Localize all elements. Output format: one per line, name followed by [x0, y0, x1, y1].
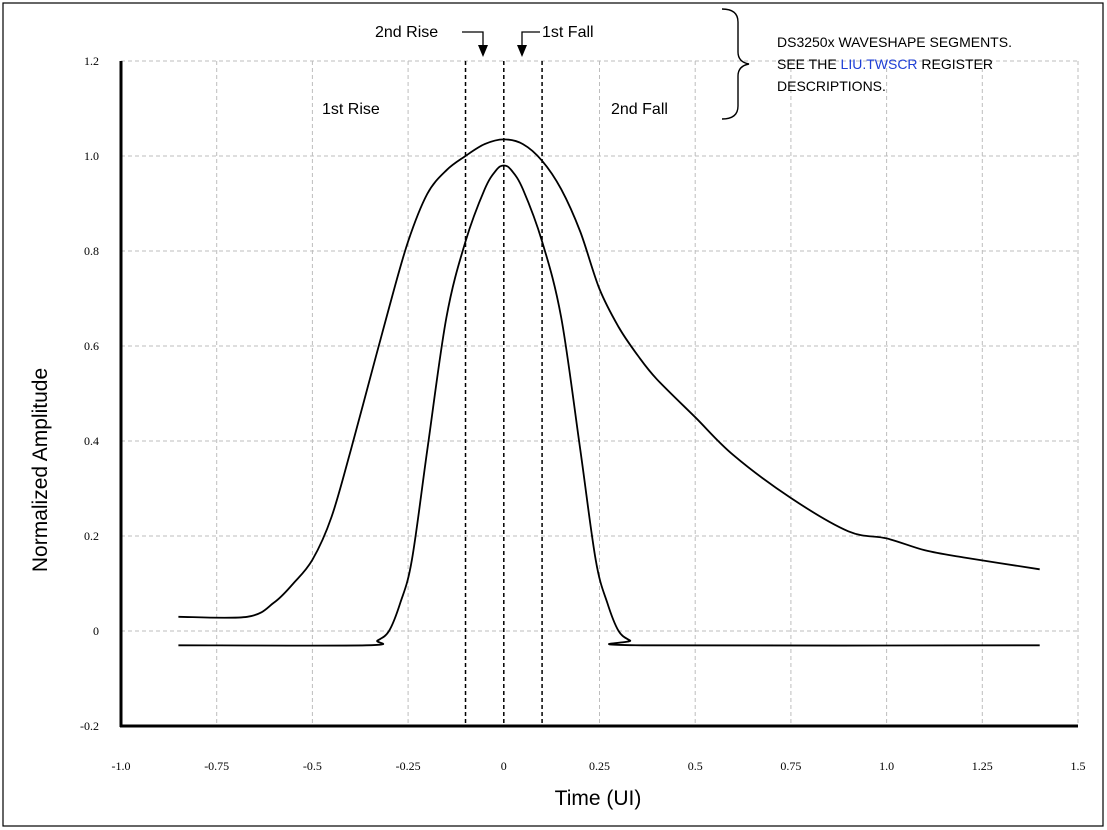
x-tick-label: 0.75: [780, 759, 801, 773]
x-tick-label: -0.75: [204, 759, 229, 773]
y-tick-label: 0.2: [84, 529, 99, 543]
y-tick-label: -0.2: [80, 719, 99, 733]
arrow-head-1st-fall: [517, 45, 527, 57]
x-tick-label: 1.25: [972, 759, 993, 773]
arrow-2nd-rise: [462, 31, 484, 46]
x-tick-label: -1.0: [112, 759, 131, 773]
x-tick-label: 0: [501, 759, 507, 773]
y-tick-label: 0.6: [84, 339, 99, 353]
x-tick-label: 0.5: [688, 759, 703, 773]
series-line-2: [178, 164, 1040, 647]
label-1st-rise: 1st Rise: [322, 101, 380, 118]
series: [178, 138, 1040, 647]
y-tick-label: 1.0: [84, 149, 99, 163]
arrow-1st-fall: [521, 31, 540, 46]
tick-labels: -1.0 -0.75 -0.5 -0.25 0 0.25 0.5 0.75 1.0 1.25 1.5…: [80, 54, 1086, 773]
note-line-1: DS3250x WAVESHAPE SEGMENTS.: [777, 34, 1012, 50]
label-2nd-fall: 2nd Fall: [611, 101, 668, 118]
liu-twscr-link[interactable]: LIU.TWSCR: [841, 56, 918, 72]
segment-markers: [464, 61, 543, 726]
x-axis-title: Time (UI): [555, 787, 642, 810]
y-tick-label: 0.8: [84, 244, 99, 258]
x-tick-label: 1.0: [879, 759, 894, 773]
y-tick-label: 0.4: [84, 434, 99, 448]
brace: [721, 8, 750, 120]
series-line-1: [178, 138, 1040, 619]
label-2nd-rise: 2nd Rise: [375, 24, 438, 41]
x-tick-label: -0.5: [303, 759, 322, 773]
note-line-2: SEE THE LIU.TWSCR REGISTER: [777, 56, 993, 72]
note-line-2-suffix: REGISTER: [918, 56, 993, 72]
x-tick-label: -0.25: [396, 759, 421, 773]
x-tick-label: 1.5: [1071, 759, 1086, 773]
note-line-3: DESCRIPTIONS.: [777, 78, 886, 94]
note-line-2-prefix: SEE THE: [777, 56, 841, 72]
label-1st-fall: 1st Fall: [542, 24, 594, 41]
arrow-head-2nd-rise: [478, 45, 488, 57]
y-tick-label: 0: [93, 624, 99, 638]
y-axis-title: Normalized Amplitude: [29, 368, 52, 572]
y-tick-label: 1.2: [84, 54, 99, 68]
grid: [121, 60, 1079, 726]
x-tick-label: 0.25: [589, 759, 610, 773]
